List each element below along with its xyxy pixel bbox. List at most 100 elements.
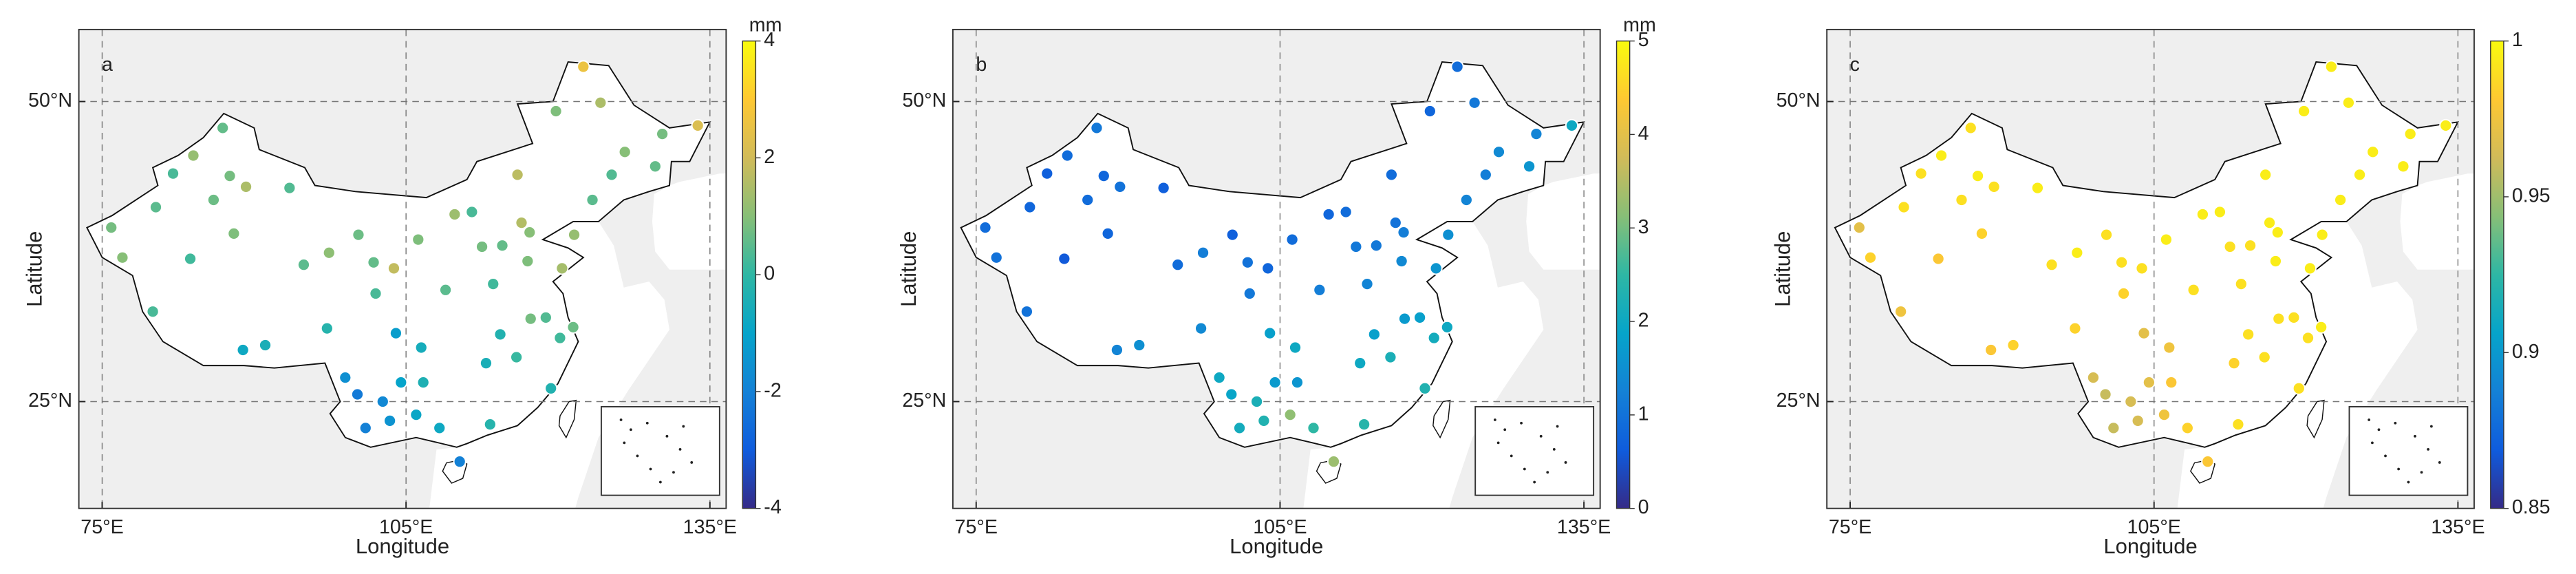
station <box>2301 331 2315 345</box>
inset-island <box>682 425 685 428</box>
station <box>1914 167 1928 180</box>
station <box>2159 233 2173 246</box>
station <box>2068 321 2082 335</box>
inset-island <box>2429 425 2433 428</box>
station <box>1931 252 1945 266</box>
station <box>1110 343 1124 357</box>
station <box>1232 421 1247 435</box>
station <box>2223 240 2237 254</box>
station <box>1441 228 1455 242</box>
station <box>1349 240 1363 254</box>
station <box>1288 341 1302 354</box>
station <box>2045 258 2059 272</box>
y-tick-label: 50°N <box>902 89 946 111</box>
station <box>2086 371 2100 385</box>
station <box>1023 200 1037 214</box>
station <box>184 252 197 266</box>
station <box>539 310 552 324</box>
station <box>1322 207 1335 221</box>
inset-island <box>2438 461 2441 464</box>
station <box>1479 168 1492 182</box>
station <box>1171 258 1185 272</box>
station <box>1060 149 1074 162</box>
inset-island <box>2407 480 2410 484</box>
station <box>1097 169 1110 183</box>
station <box>1243 287 1256 301</box>
station <box>1429 262 1443 275</box>
station <box>586 193 599 207</box>
y-tick-label: 25°N <box>902 390 946 412</box>
station <box>2099 228 2114 242</box>
station <box>409 408 423 422</box>
station <box>1468 96 1481 109</box>
station <box>2297 104 2311 118</box>
inset-island <box>629 428 632 432</box>
station <box>339 371 352 385</box>
station <box>2396 160 2410 173</box>
station <box>1413 310 1427 324</box>
station <box>1290 376 1305 390</box>
inset-island <box>1523 467 1526 471</box>
colorbar-tick-label: 2 <box>1638 310 1649 332</box>
station <box>1357 418 1371 432</box>
ocean <box>2400 173 2474 270</box>
station <box>2180 421 2194 435</box>
station <box>2227 357 2241 370</box>
station <box>521 254 535 268</box>
station <box>2157 408 2171 422</box>
inset-box <box>1474 405 1595 496</box>
station <box>2303 262 2317 275</box>
station <box>383 414 397 427</box>
station <box>2234 277 2248 291</box>
station <box>1367 328 1381 341</box>
ocean <box>1526 173 1600 270</box>
map-panel: 75°E 105°E 135°E 50°N 25°N b Longitude Latitude… <box>897 14 1656 558</box>
inset-island <box>2371 441 2374 445</box>
station <box>320 321 334 335</box>
x-tick-label: 105°E <box>2127 516 2181 538</box>
station <box>414 341 428 354</box>
y-tick-label: 50°N <box>28 89 72 111</box>
inset-island <box>1533 480 1536 484</box>
station <box>566 320 580 334</box>
station <box>2187 283 2200 297</box>
station <box>1101 226 1115 240</box>
map-frame <box>78 28 727 509</box>
station <box>367 255 380 269</box>
station <box>2315 320 2328 334</box>
station <box>510 350 524 364</box>
station <box>146 305 160 319</box>
station <box>2115 255 2129 269</box>
map-area <box>952 29 1600 509</box>
station <box>511 168 524 182</box>
station <box>2137 326 2151 340</box>
station <box>2292 381 2306 395</box>
station <box>369 287 383 301</box>
station <box>2099 387 2112 401</box>
station <box>495 239 509 253</box>
station <box>1196 246 1210 259</box>
station <box>236 343 250 357</box>
station <box>2162 341 2176 354</box>
station <box>479 357 493 370</box>
station <box>105 221 118 235</box>
y-axis-label: Latitude <box>23 231 47 307</box>
station <box>2257 350 2271 364</box>
station <box>453 455 466 469</box>
panel-label: b <box>976 54 987 76</box>
station <box>116 251 129 264</box>
station <box>2271 226 2284 240</box>
x-tick-label: 75°E <box>80 516 123 538</box>
station <box>524 312 537 326</box>
station <box>2353 168 2367 182</box>
station <box>2287 310 2301 324</box>
inset-island <box>645 421 649 425</box>
station <box>691 118 705 132</box>
station <box>166 167 180 180</box>
inset-island <box>2427 447 2430 451</box>
inset-island <box>1564 461 1567 464</box>
ocean <box>652 173 727 270</box>
station <box>1852 221 1866 235</box>
station <box>350 387 365 401</box>
colorbar-tick-label: 4 <box>764 29 775 51</box>
